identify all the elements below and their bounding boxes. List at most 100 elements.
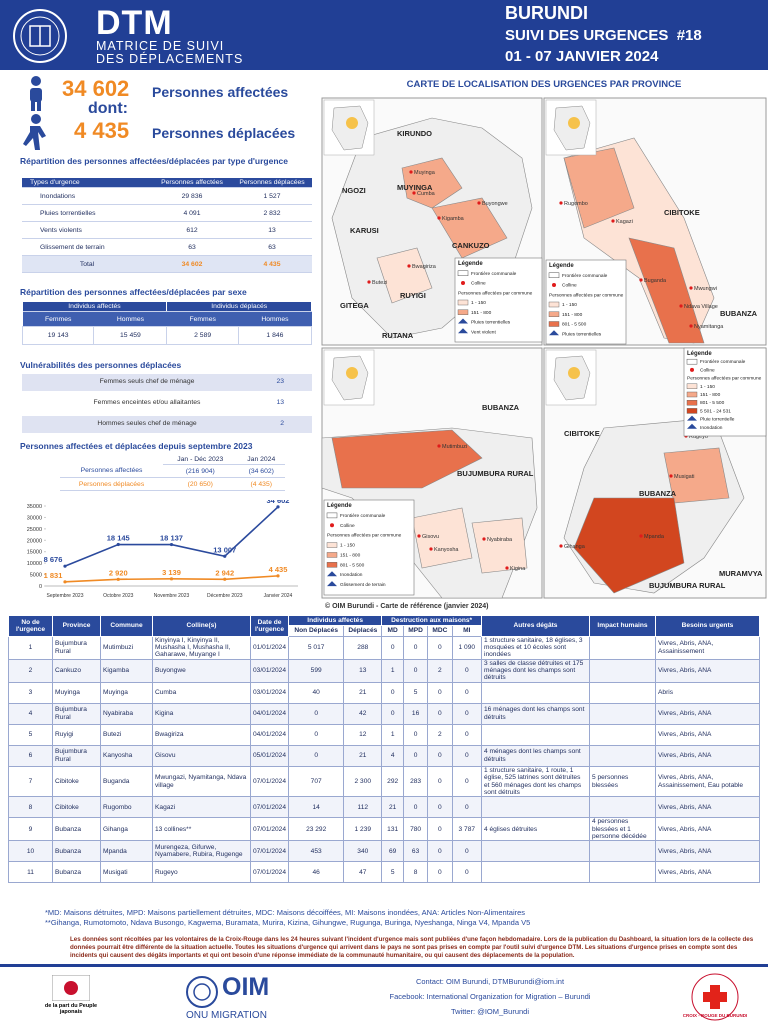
displaced-number: 4 435 <box>74 118 130 143</box>
value-label: 2 920 <box>109 568 128 577</box>
cell <box>589 702 656 725</box>
legend-icon <box>327 571 337 577</box>
cell: Vivres, Abris, ANA <box>655 658 760 683</box>
row: Vents violents 612 13 <box>22 221 312 239</box>
vulnerability-row: Femmes seuls chef de ménage 23 <box>22 374 312 391</box>
header-cell: Femmes <box>166 311 239 327</box>
legend-text: Personnes affectées par commune <box>458 290 533 296</box>
map-label: Rugeyo <box>689 434 708 440</box>
point <box>276 574 280 578</box>
group-cell: Individus affectés <box>22 302 168 312</box>
legend-icon <box>458 328 468 334</box>
section-title: Personnes affectées et déplacées depuis … <box>20 441 253 451</box>
legend-icon <box>687 423 697 429</box>
value-label: 1 831 <box>44 571 63 580</box>
point <box>116 542 120 547</box>
legend-text: Pluies torrentielles <box>562 331 602 337</box>
header-row: No de l'urgence Province Commune Colline(s)… <box>8 614 760 637</box>
cell: 42 <box>343 702 383 725</box>
vulnerability-label: Hommes seules chef de ménage <box>97 420 197 427</box>
cell: Gihanga <box>100 817 153 842</box>
y-tick-label: 25000 <box>27 527 42 533</box>
cell <box>589 796 656 819</box>
header-cell: Impact humains <box>589 615 656 637</box>
map-label: CIBITOKE <box>564 429 600 438</box>
point <box>116 577 120 581</box>
legend-swatch <box>690 367 694 372</box>
cell: 0 <box>451 765 483 798</box>
legend-text: Frontière communale <box>471 271 517 277</box>
cell: 19 143 <box>21 326 95 345</box>
affected-number: 34 602 <box>62 76 130 101</box>
cell: 13 collines** <box>152 817 251 842</box>
map-label: GITEGA <box>340 301 369 310</box>
cell: 03/01/2024 <box>249 681 290 704</box>
cell: 05/01/2024 <box>249 744 290 767</box>
cell: Vivres, Abris, ANA <box>655 817 760 842</box>
y-tick-label: 35000 <box>27 504 42 510</box>
y-tick-label: 15000 <box>27 550 42 556</box>
map-label: Bwagiriza <box>412 264 437 270</box>
legend-text: 5 501 - 24 531 <box>700 408 731 414</box>
header-cell: Femmes <box>22 311 94 327</box>
cell <box>481 840 590 863</box>
cell: Musigati <box>100 861 153 884</box>
colline-dot <box>437 444 441 448</box>
cell: Rugeyo <box>152 861 251 884</box>
cell: Glissement de terrain <box>22 238 152 256</box>
japan-text: de la part du Peuple japonais <box>44 1003 98 1015</box>
colline-dot <box>477 201 481 205</box>
header-cell: Colline(s) <box>152 615 251 637</box>
legend-text: Légende <box>549 263 574 269</box>
legend-text: Personnes affectées par commune <box>549 292 624 298</box>
map-label: BUBANZA <box>482 403 520 412</box>
row: Total 34 602 4 435 <box>22 255 312 273</box>
map-area <box>376 247 433 304</box>
row: 10 Bubanza Mpanda Murengeza, Gifurwe, Nyama… <box>8 840 760 863</box>
cell: 4 435 <box>232 255 312 273</box>
header-cell: MD <box>381 625 405 637</box>
contact: Contact: OIM Burundi, DTMBurundi@iom.int <box>415 977 565 986</box>
value-label: 4 435 <box>269 565 288 574</box>
colline-dot <box>679 304 683 308</box>
cell: 0 <box>381 702 405 725</box>
legend-text: Colline <box>471 281 486 287</box>
row: Personnes affectées (216 904) (34 602) <box>60 464 285 478</box>
cell: 16 <box>403 702 429 725</box>
cell: 1 846 <box>237 326 313 345</box>
map-label: Mutimbuzi <box>442 444 467 450</box>
cell: Vivres, Abris, ANA <box>655 723 760 746</box>
cell: Bujumbura Rural <box>52 702 101 725</box>
cell: 453 <box>288 840 345 863</box>
legend-swatch <box>457 299 469 306</box>
cell: Vivres, Abris, ANA, Assainissement, Eau … <box>655 765 760 798</box>
cell: Inondations <box>22 187 152 205</box>
group-cell: Individus déplacés <box>166 302 312 312</box>
row: 1 Bujumbura Rural Mutimbuzi Kinyinya I, Kin… <box>8 635 760 660</box>
cell: 5 <box>381 861 405 884</box>
cell: 4 <box>8 702 53 725</box>
cell: 2 832 <box>232 204 312 222</box>
row: Pluies torrentielles 4 091 2 832 <box>22 204 312 222</box>
oim: OIM <box>222 973 270 1001</box>
map-credit: © OIM Burundi - Carte de référence (janv… <box>325 602 489 610</box>
legend-text: Inondation <box>340 572 363 578</box>
cell: 2 300 <box>343 765 383 798</box>
blank <box>60 455 163 465</box>
cell: 5 <box>8 723 53 746</box>
colline-dot <box>611 219 615 223</box>
legend-text: Personnes affectées par commune <box>327 533 402 539</box>
header-cell: Autres dégâts <box>481 615 590 637</box>
legend-swatch <box>686 383 698 389</box>
org: DTM <box>96 4 173 42</box>
colline-dot <box>417 534 421 538</box>
map-label: Mwungwi <box>694 286 717 292</box>
cell: Buyongwe <box>152 658 251 683</box>
map-title: CARTE DE LOCALISATION DES URGENCES PAR P… <box>407 79 682 90</box>
header-cell: MDC <box>427 625 453 637</box>
maps: CARTE DE LOCALISATION DES URGENCES PAR P… <box>321 79 767 610</box>
point <box>169 577 174 581</box>
redcross-text: CROIX - ROUGE DU BURUNDI <box>682 1013 748 1018</box>
cell: 8 <box>8 796 53 819</box>
